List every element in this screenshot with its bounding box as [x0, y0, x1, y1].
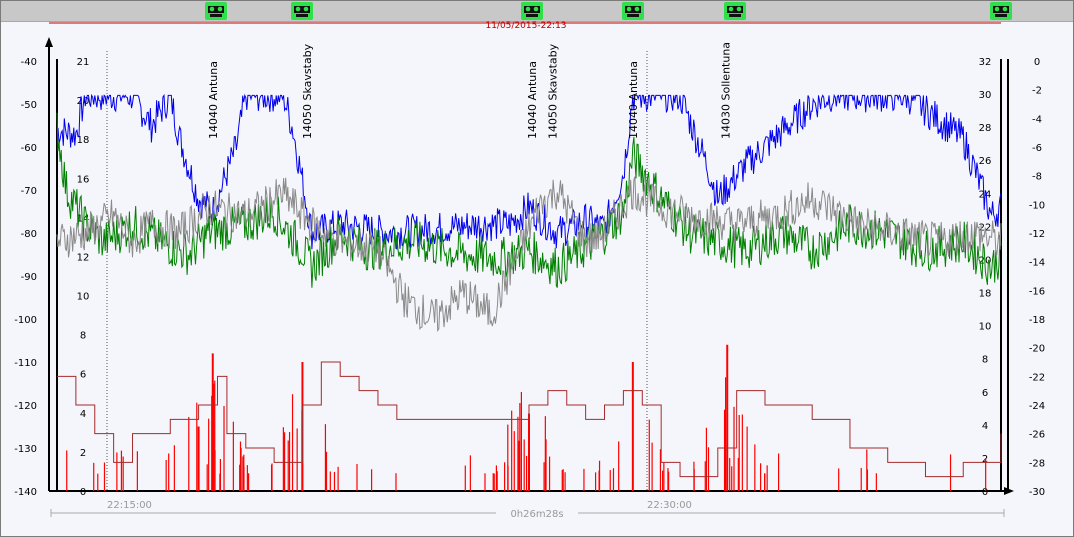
inner-left-axis-tick-5: 12 [77, 252, 90, 263]
cell-annotation-4: 14040 Antuna [627, 61, 640, 139]
left-axis-tick-5: -90 [21, 272, 37, 283]
cell-annotation-5: 14030 Sollentuna [719, 42, 732, 139]
cell-annotation-3: 14050 Skavstaby [547, 43, 560, 139]
left-axis-tick-1: -50 [21, 100, 37, 111]
duration-label: 0h26m28s [510, 509, 563, 520]
inner-left-axis-tick-4: 14 [77, 213, 90, 224]
inner-right-axis-tick-7: 18 [979, 289, 992, 300]
handset-icon[interactable] [723, 2, 746, 20]
cell-annotation-2: 14040 Antuna [526, 61, 539, 139]
inner-left-axis-tick-11: 0 [80, 487, 86, 498]
inner-right-axis-tick-1: 30 [979, 90, 992, 101]
inner-right-axis-tick-12: 2 [982, 454, 988, 465]
inner-right-axis-tick-3: 26 [979, 156, 992, 167]
inner-left-axis-tick-8: 6 [80, 370, 86, 381]
right-axis-tick-12: -24 [1029, 401, 1045, 412]
inner-right-axis-tick-11: 4 [982, 421, 988, 432]
right-axis-tick-11: -22 [1029, 372, 1045, 383]
right-axis-tick-3: -6 [1032, 143, 1042, 154]
left-axis-tick-4: -80 [21, 229, 37, 240]
cell-annotations: 14040 Antuna 14050 Skavstaby 14040 Antuna 1… [207, 42, 733, 139]
right-axis-tick-15: -30 [1029, 487, 1045, 498]
inner-right-axis-tick-0: 32 [979, 57, 992, 68]
right-axis-tick-6: -12 [1029, 229, 1045, 240]
cell-annotation-0: 14040 Antuna [207, 61, 220, 139]
inner-right-axis-tick-10: 6 [982, 388, 988, 399]
inner-left-axis-tick-9: 4 [80, 409, 86, 420]
cell-annotation-1: 14050 Skavstaby [301, 43, 314, 139]
time-label-2: 22:30:00 [647, 500, 692, 511]
step-series [57, 361, 1002, 478]
right-axis-tick-2: -4 [1032, 114, 1042, 125]
handset-icon[interactable] [621, 2, 644, 20]
inner-right-axis-tick-9: 8 [982, 355, 988, 366]
inner-left-axis-tick-0: 21 [77, 57, 90, 68]
inner-left-axis-tick-6: 10 [77, 292, 90, 303]
handset-icon[interactable] [990, 2, 1012, 20]
right-axis-tick-0: 0 [1034, 57, 1040, 68]
inner-left-axis-tick-1: 20 [77, 96, 90, 107]
inner-left-axis-tick-2: 18 [77, 135, 90, 146]
right-axis-tick-14: -28 [1029, 458, 1045, 469]
gray-series [56, 176, 1002, 333]
right-axis-tick-7: -14 [1029, 258, 1045, 269]
signal-chart: 11/05/2015-22:13 -40-50-60-70-80-90-100-… [14, 21, 1045, 520]
right-axis-tick-4: -8 [1032, 172, 1042, 183]
handset-icon[interactable] [291, 2, 314, 20]
left-axis-arrow [45, 37, 53, 47]
left-axis-tick-9: -130 [14, 444, 37, 455]
inner-left-axis-tick-7: 8 [80, 331, 86, 342]
right-axis-tick-8: -16 [1029, 286, 1045, 297]
right-axis-ticks: 0 -2 -4 -6 -8 -10 -12 -14 -16 -18 -20 -22 -24 -26 -28 -… [1029, 57, 1045, 498]
left-axis-ticks: -40 -50 -60 -70 -80 -90 -100 -110 -120 -130 -140 [14, 57, 37, 498]
left-axis-tick-3: -70 [21, 186, 37, 197]
left-axis-tick-7: -110 [14, 358, 37, 369]
handset-icon[interactable] [520, 2, 543, 20]
inner-left-axis-tick-10: 2 [80, 448, 86, 459]
right-axis-tick-9: -18 [1029, 315, 1045, 326]
right-axis-tick-5: -10 [1029, 200, 1045, 211]
right-axis-tick-13: -26 [1029, 430, 1045, 441]
left-axis-tick-6: -100 [14, 315, 37, 326]
inner-right-axis-tick-8: 10 [979, 322, 992, 333]
inner-left-axis-tick-3: 16 [77, 174, 90, 185]
handset-icon[interactable] [204, 2, 227, 20]
inner-right-axis-tick-13: 0 [982, 487, 988, 498]
left-axis-tick-2: -60 [21, 143, 37, 154]
left-axis-tick-10: -140 [14, 487, 37, 498]
inner-right-axis-tick-2: 28 [979, 123, 992, 134]
right-axis-tick-10: -20 [1029, 344, 1045, 355]
left-axis-tick-8: -120 [14, 401, 37, 412]
right-axis-tick-1: -2 [1032, 86, 1042, 97]
series-group [56, 93, 1002, 491]
green-series [56, 112, 1002, 288]
timestamp-label: 11/05/2015-22:13 [485, 21, 566, 31]
left-axis-tick-0: -40 [21, 57, 37, 68]
time-label-1: 22:15:00 [107, 500, 152, 511]
